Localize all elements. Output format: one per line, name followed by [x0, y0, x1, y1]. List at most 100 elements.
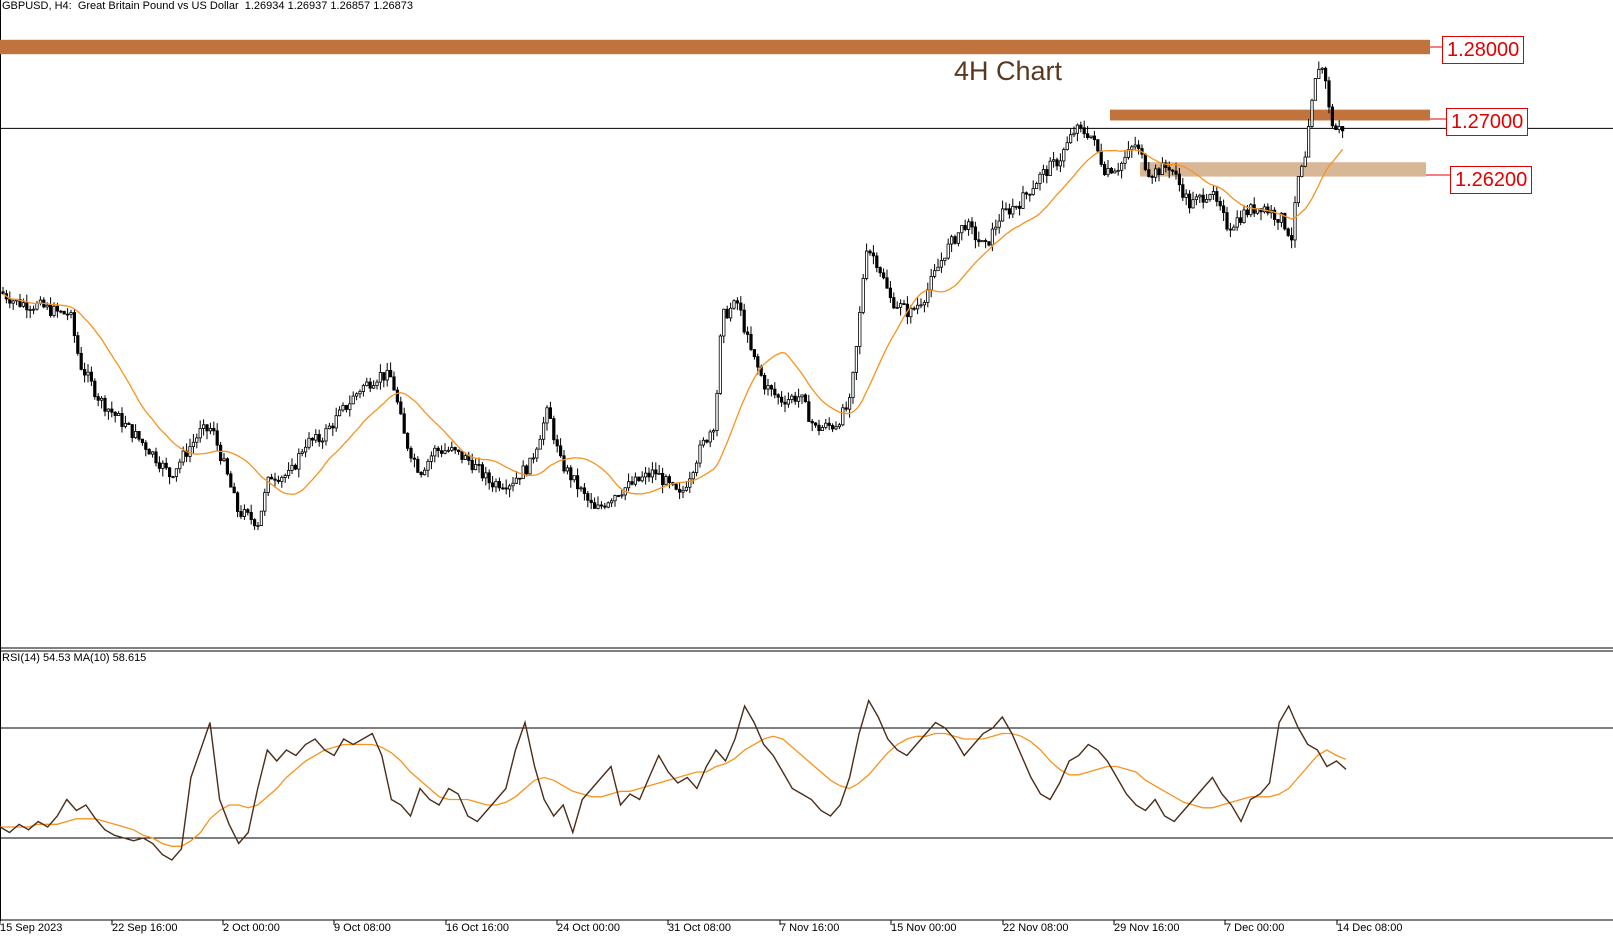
candle: [1038, 171, 1042, 191]
candle-body: [344, 404, 349, 410]
candle: [1116, 162, 1120, 176]
candle: [1164, 159, 1168, 173]
level-label-2: 1.27000: [1446, 108, 1529, 136]
candle: [545, 405, 549, 431]
x-tick-label: 7 Nov 16:00: [780, 922, 840, 934]
candle: [674, 483, 678, 491]
candle: [1235, 210, 1239, 231]
candle-body: [1276, 219, 1280, 223]
candle-body: [123, 422, 127, 427]
candle-body: [939, 260, 944, 268]
candle: [793, 391, 797, 405]
candle-body: [718, 335, 723, 394]
candle: [1296, 176, 1300, 207]
candle-body: [654, 469, 658, 475]
candle: [501, 483, 505, 490]
candle: [718, 334, 723, 395]
candle: [293, 463, 298, 471]
candle: [1045, 165, 1049, 184]
candle-body: [69, 312, 73, 315]
candle-body: [773, 388, 777, 396]
candle: [950, 234, 954, 252]
candle: [140, 438, 144, 446]
candle-body: [368, 381, 372, 389]
candle-body: [93, 380, 97, 398]
candle-body: [593, 502, 597, 509]
candle-body: [1147, 169, 1151, 177]
candle: [967, 218, 971, 236]
candle-body: [997, 220, 1001, 228]
candle: [936, 258, 940, 272]
candle-body: [110, 408, 114, 413]
candle: [1106, 159, 1110, 178]
candle: [1218, 196, 1222, 211]
candle-body: [1327, 80, 1331, 108]
candle-body: [446, 449, 451, 452]
candle: [337, 406, 342, 417]
candle: [331, 422, 335, 436]
candle: [1307, 119, 1311, 158]
candle: [627, 473, 631, 492]
candle-body: [701, 439, 706, 446]
candle: [161, 460, 165, 477]
candle-body: [1014, 205, 1018, 208]
candle-body: [596, 504, 600, 509]
candle-body: [562, 455, 566, 472]
candle-body: [147, 449, 151, 455]
candle-body: [800, 394, 804, 398]
candle-body: [667, 476, 672, 484]
candle: [494, 478, 498, 493]
candle: [450, 441, 454, 452]
candle: [698, 440, 702, 468]
candle: [637, 476, 641, 482]
candle: [712, 428, 716, 441]
candle: [365, 377, 369, 387]
candle: [21, 298, 26, 308]
candle-body: [559, 445, 563, 457]
candle: [1096, 139, 1100, 154]
candle: [263, 488, 267, 516]
candle: [1330, 103, 1334, 129]
candle-body: [888, 287, 893, 299]
candle-body: [290, 464, 294, 471]
candle-body: [1, 291, 5, 295]
candle-body: [280, 477, 284, 482]
candle-body: [661, 472, 665, 486]
candle: [599, 501, 604, 510]
candle-body: [970, 221, 974, 228]
candle: [1160, 157, 1164, 175]
candle-body: [395, 389, 400, 403]
candle: [388, 362, 393, 378]
candle: [1113, 168, 1117, 174]
candle-body: [817, 424, 821, 432]
x-tick-label: 31 Oct 08:00: [668, 922, 731, 934]
candle-body: [303, 446, 308, 453]
candle: [851, 371, 855, 404]
candle-body: [630, 481, 634, 485]
candle: [691, 470, 695, 485]
candle: [1239, 210, 1243, 226]
candle: [633, 472, 638, 487]
candle-body: [511, 482, 515, 487]
candle: [32, 305, 36, 315]
candle-body: [1120, 162, 1124, 171]
candle-body: [732, 300, 736, 309]
candle: [841, 403, 845, 427]
candle: [763, 372, 767, 395]
candle-body: [297, 453, 301, 470]
candle: [222, 453, 226, 462]
x-tick-label: 29 Nov 16:00: [1114, 922, 1180, 934]
candle-body: [912, 307, 916, 310]
candle: [127, 421, 131, 425]
candle: [8, 291, 12, 309]
candle-body: [525, 465, 529, 475]
candle-body: [892, 297, 896, 309]
candle: [929, 269, 933, 298]
candle: [422, 467, 427, 476]
candle: [701, 437, 706, 448]
candle: [977, 231, 981, 247]
candle: [1147, 162, 1151, 178]
candle-body: [746, 331, 750, 335]
candle-body: [18, 299, 22, 307]
